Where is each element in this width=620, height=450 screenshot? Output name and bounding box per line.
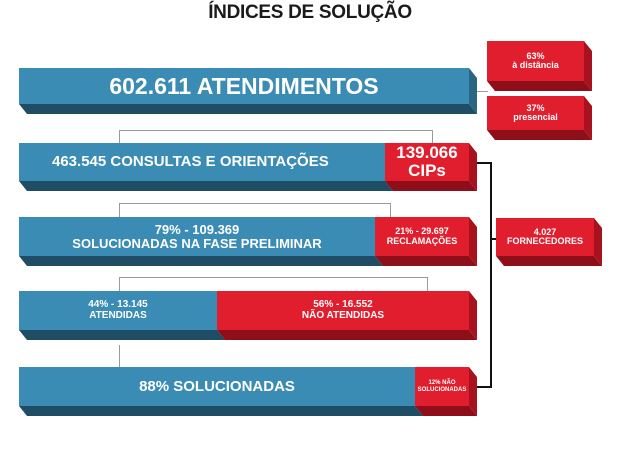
connector-line bbox=[119, 277, 120, 291]
atendidas-line2: ATENDIDAS bbox=[89, 309, 147, 321]
nao-solucionadas-line2: SOLUCIONADAS bbox=[417, 386, 467, 393]
reclamacoes-line1: 21% - 29.697 bbox=[395, 226, 449, 237]
cips-value: 139.066 bbox=[396, 143, 458, 163]
connector-line bbox=[119, 130, 120, 144]
connector-line bbox=[476, 91, 488, 92]
nao-atendidas-line1: 56% - 16.552 bbox=[313, 299, 373, 310]
atendidas-line1: 44% - 13.145 bbox=[88, 299, 148, 310]
nao-atendidas-line2: NÃO ATENDIDAS bbox=[301, 309, 385, 321]
atendimentos-bar: 602.611 ATENDIMENTOS bbox=[19, 68, 469, 104]
presencial-pct: 37% bbox=[526, 102, 545, 113]
atendimentos-label: 602.611 ATENDIMENTOS bbox=[109, 72, 379, 99]
distancia-label: à distância bbox=[512, 60, 559, 70]
nao-solucionadas-line1: 12% NÃO bbox=[428, 380, 456, 387]
cips-box: 139.066 CIPs bbox=[385, 143, 469, 181]
fornecedores-box: 4.027 FORNECEDORES bbox=[496, 218, 594, 256]
bracket-line bbox=[490, 162, 492, 388]
reclamacoes-box: 21% - 29.697 RECLAMAÇÕES bbox=[375, 217, 469, 256]
nao-solucionadas-box: 12% NÃO SOLUCIONADAS bbox=[415, 367, 469, 406]
connector-line bbox=[390, 203, 391, 217]
reclamacoes-line2: RECLAMAÇÕES bbox=[386, 235, 458, 246]
connector-line bbox=[119, 203, 390, 204]
connector-line bbox=[119, 345, 120, 367]
distancia-pct: 63% bbox=[526, 50, 545, 61]
atendidas-bar: 44% - 13.145 ATENDIDAS bbox=[19, 291, 217, 330]
connector-line bbox=[119, 130, 433, 131]
preliminar-line2: SOLUCIONADAS NA FASE PRELIMINAR bbox=[72, 235, 322, 251]
page-title: ÍNDICES DE SOLUÇÃO bbox=[208, 2, 412, 23]
consultas-bar: 463.545 CONSULTAS E ORIENTAÇÕES bbox=[19, 143, 385, 181]
bracket-line bbox=[490, 238, 496, 240]
cips-label: CIPs bbox=[408, 161, 446, 180]
solucionadas-bar: 88% SOLUCIONADAS bbox=[19, 367, 415, 406]
connector-line bbox=[119, 203, 120, 217]
connector-line bbox=[427, 277, 428, 291]
preliminar-line1: 79% - 109.369 bbox=[154, 221, 240, 237]
presencial-label: presencial bbox=[513, 112, 558, 122]
fornecedores-line2: FORNECEDORES bbox=[506, 236, 583, 246]
bracket-line bbox=[470, 386, 492, 388]
bracket-line bbox=[476, 162, 492, 164]
presencial-box: 37% presencial bbox=[487, 96, 584, 130]
connector-line bbox=[432, 130, 433, 144]
solucionadas-label: 88% SOLUCIONADAS bbox=[139, 377, 295, 395]
distancia-box: 63% à distância bbox=[487, 41, 584, 81]
nao-atendidas-bar: 56% - 16.552 NÃO ATENDIDAS bbox=[217, 291, 469, 330]
consultas-label: 463.545 CONSULTAS E ORIENTAÇÕES bbox=[52, 153, 329, 171]
preliminar-bar: 79% - 109.369 SOLUCIONADAS NA FASE PRELI… bbox=[19, 217, 375, 256]
connector-line bbox=[119, 277, 427, 278]
fornecedores-line1: 4.027 bbox=[533, 226, 557, 237]
